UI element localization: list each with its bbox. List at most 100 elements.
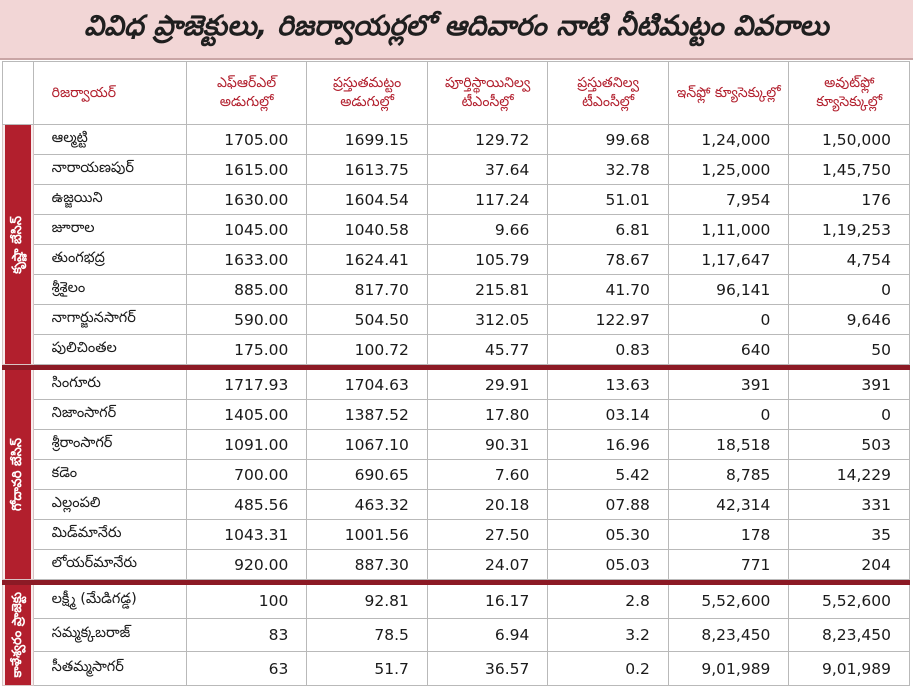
value-cell: 690.65 — [306, 459, 428, 490]
value-cell: 0 — [788, 399, 910, 430]
table-row: నిజాంసాగర్ 1405.00 1387.52 17.80 03.14 0 0 — [3, 399, 910, 430]
godavari-basin-group-cell: గోదావరి బేసిన్ — [2, 369, 34, 580]
table-row: కృష్ణా బేసిన్ ఆల్మట్టి 1705.00 1699.15 129.7… — [2, 124, 910, 365]
krishna-basin-group-cell: కృష్ణా బేసిన్ — [2, 124, 34, 365]
value-cell: 7,954 — [667, 184, 790, 215]
value-cell: 14,229 — [788, 459, 910, 490]
value-cell: 1091.00 — [185, 429, 308, 460]
reservoir-name-cell: సమ్మక్కబరాజ్ — [32, 617, 187, 653]
group-label-strip: కృష్ణా బేసిన్ — [4, 125, 31, 364]
value-cell: 41.70 — [547, 274, 669, 305]
value-cell: 5,52,600 — [667, 584, 790, 619]
value-cell: 1045.00 — [185, 214, 308, 245]
table-row: నారాయణపుర్ 1615.00 1613.75 37.64 32.78 1,25,0… — [3, 154, 910, 185]
value-cell: 215.81 — [426, 274, 549, 305]
value-cell: 1,25,000 — [667, 154, 790, 185]
value-cell: 1,45,750 — [788, 154, 910, 185]
value-cell: 105.79 — [426, 244, 549, 275]
page-title: వివిధ ప్రాజెక్టులు, రిజర్వాయర్లలో ఆదివార… — [84, 9, 829, 42]
value-cell: 1001.56 — [306, 519, 428, 550]
value-cell: 92.81 — [306, 584, 428, 619]
table-row: నాగార్జునసాగర్ 590.00 504.50 312.05 122.97 0 9… — [3, 304, 910, 335]
table-row: తుంగభద్ర 1633.00 1624.41 105.79 78.67 1,17,64… — [3, 244, 910, 275]
value-cell: 07.88 — [547, 489, 669, 520]
reservoir-name-cell: నాగార్జునసాగర్ — [32, 304, 187, 335]
value-cell: 63 — [185, 651, 308, 686]
value-cell: 5,52,600 — [788, 584, 910, 619]
table-row: ఎల్లంపలి 485.56 463.32 20.18 07.88 42,314 331 — [3, 489, 910, 520]
value-cell: 122.97 — [547, 304, 669, 335]
value-cell: 1633.00 — [185, 244, 308, 275]
value-cell: 5.42 — [547, 459, 669, 490]
value-cell: 1624.41 — [306, 244, 428, 275]
value-cell: 51.01 — [547, 184, 669, 215]
value-cell: 1604.54 — [306, 184, 428, 215]
value-cell: 1067.10 — [306, 429, 428, 460]
value-cell: 20.18 — [426, 489, 549, 520]
header-row: రిజర్వాయర్ ఎఫ్‌ఆర్‌ఎల్ అడుగుల్లో ప్రస్తు… — [2, 61, 910, 125]
value-cell: 27.50 — [426, 519, 549, 550]
table-row: సీతమ్మసాగర్ 63 51.7 36.57 0.2 9,01,989 9,01,98… — [3, 651, 910, 686]
value-cell: 9,646 — [788, 304, 910, 335]
reservoir-table-container: రిజర్వాయర్ ఎఫ్‌ఆర్‌ఎల్ అడుగుల్లో ప్రస్తు… — [2, 61, 910, 699]
reservoir-name-cell: లక్ష్మీ (మేడిగడ్డ) — [32, 584, 187, 619]
reservoir-name-cell: కడెం — [32, 459, 187, 490]
value-cell: 8,23,450 — [788, 617, 910, 653]
col-header-outflow: అవుట్‌ఫ్లో క్యూసెక్కుల్లో — [788, 61, 910, 125]
value-cell: 0 — [667, 304, 790, 335]
group-label: కాళేశ్వరం ప్రాజెక్టు — [10, 592, 26, 678]
value-cell: 78.5 — [306, 617, 428, 653]
value-cell: 175.00 — [185, 334, 308, 365]
reservoir-name-cell: జూరాల — [32, 214, 187, 245]
value-cell: 129.72 — [426, 124, 549, 155]
reservoir-name-cell: సీతమ్మసాగర్ — [32, 651, 187, 686]
value-cell: 6.94 — [426, 617, 549, 653]
value-cell: 8,23,450 — [667, 617, 790, 653]
col-header-reservoir: రిజర్వాయర్ — [32, 61, 187, 125]
reservoir-table: రిజర్వాయర్ ఎఫ్‌ఆర్‌ఎల్ అడుగుల్లో ప్రస్తు… — [2, 61, 910, 686]
value-cell: 9,01,989 — [667, 651, 790, 686]
value-cell: 18,518 — [667, 429, 790, 460]
table-row: లోయర్‌మానేరు 920.00 887.30 24.07 05.03 771 204 — [3, 549, 910, 580]
value-cell: 1,17,647 — [667, 244, 790, 275]
value-cell: 3.2 — [547, 617, 669, 653]
col-header-current-storage: ప్రస్తుతనిల్వ టీఎంసీల్లో — [547, 61, 669, 125]
value-cell: 16.17 — [426, 584, 549, 619]
value-cell: 1630.00 — [185, 184, 308, 215]
value-cell: 331 — [788, 489, 910, 520]
value-cell: 0 — [788, 274, 910, 305]
value-cell: 05.30 — [547, 519, 669, 550]
value-cell: 36.57 — [426, 651, 549, 686]
value-cell: 9,01,989 — [788, 651, 910, 686]
value-cell: 590.00 — [185, 304, 308, 335]
group-label-strip: గోదావరి బేసిన్ — [4, 370, 31, 579]
value-cell: 9.66 — [426, 214, 549, 245]
table-row: శ్రీరాంసాగర్ 1091.00 1067.10 90.31 16.96 18,5… — [3, 429, 910, 460]
value-cell: 1043.31 — [185, 519, 308, 550]
value-cell: 1387.52 — [306, 399, 428, 430]
table-row: జూరాల 1045.00 1040.58 9.66 6.81 1,11,000 1,19,… — [3, 214, 910, 245]
value-cell: 920.00 — [185, 549, 308, 580]
table-row: గోదావరి బేసిన్ సింగూరు 1717.93 1704.63 29.91… — [2, 369, 910, 580]
value-cell: 13.63 — [547, 369, 669, 400]
value-cell: 29.91 — [426, 369, 549, 400]
value-cell: 1699.15 — [306, 124, 428, 155]
reservoir-name-cell: నిజాంసాగర్ — [32, 399, 187, 430]
value-cell: 37.64 — [426, 154, 549, 185]
title-bar: వివిధ ప్రాజెక్టులు, రిజర్వాయర్లలో ఆదివార… — [0, 0, 913, 60]
value-cell: 640 — [667, 334, 790, 365]
col-header-frl: ఎఫ్‌ఆర్‌ఎల్ అడుగుల్లో — [185, 61, 308, 125]
value-cell: 100.72 — [306, 334, 428, 365]
corner-cell — [2, 61, 34, 125]
value-cell: 6.81 — [547, 214, 669, 245]
value-cell: 90.31 — [426, 429, 549, 460]
reservoir-name-cell: ఆల్మట్టి — [32, 124, 187, 155]
col-header-inflow: ఇన్‌ఫ్లో క్యూసెక్కుల్లో — [667, 61, 790, 125]
separator-cell — [2, 579, 910, 585]
value-cell: 45.77 — [426, 334, 549, 365]
value-cell: 1,50,000 — [788, 124, 910, 155]
value-cell: 99.68 — [547, 124, 669, 155]
value-cell: 485.56 — [185, 489, 308, 520]
value-cell: 05.03 — [547, 549, 669, 580]
reservoir-name-cell: తుంగభద్ర — [32, 244, 187, 275]
